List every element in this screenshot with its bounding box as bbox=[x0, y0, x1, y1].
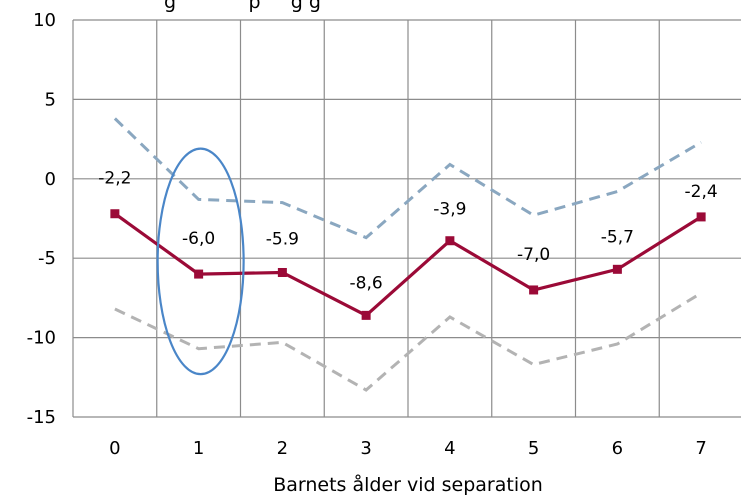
data-label: -5.9 bbox=[266, 229, 299, 249]
x-tick-label: 2 bbox=[277, 438, 288, 459]
data-label: -6,0 bbox=[182, 229, 215, 249]
data-label: -7,0 bbox=[517, 245, 550, 265]
y-tick-label: 0 bbox=[45, 169, 56, 190]
x-tick-label: 7 bbox=[695, 438, 706, 459]
data-point-marker bbox=[277, 267, 287, 277]
data-label: -3,9 bbox=[433, 200, 466, 220]
y-tick-label: -5 bbox=[38, 248, 56, 269]
data-point-marker bbox=[612, 264, 622, 274]
y-tick-labels: 10 5 0 -5 -10 -15 bbox=[27, 10, 56, 428]
y-tick-label: -10 bbox=[27, 328, 56, 349]
data-label: -8,6 bbox=[350, 273, 383, 293]
series-line-estimate bbox=[113, 212, 702, 318]
x-tick-label: 0 bbox=[109, 438, 120, 459]
data-point-marker bbox=[110, 209, 120, 219]
data-point-marker bbox=[361, 310, 371, 320]
data-label: -2,2 bbox=[98, 169, 131, 189]
highlight-ellipse bbox=[156, 147, 245, 376]
y-tick-label: 5 bbox=[45, 89, 56, 110]
chart-title-fragment: g p g g bbox=[164, 0, 321, 13]
x-tick-labels: 0 1 2 3 4 5 6 7 bbox=[109, 438, 707, 459]
y-tick-label: 10 bbox=[33, 10, 56, 31]
data-point-marker bbox=[194, 269, 204, 279]
x-tick-label: 1 bbox=[193, 438, 204, 459]
series-line-upper-bound bbox=[113, 117, 702, 240]
y-tick-label: -15 bbox=[27, 407, 56, 428]
data-labels: -2,2 -6,0 -5.9 -8,6 -3,9 -7,0 -5,7 -2,4 bbox=[98, 169, 717, 294]
data-label: -5,7 bbox=[601, 227, 634, 247]
x-axis-title: Barnets ålder vid separation bbox=[273, 473, 543, 496]
data-point-marker bbox=[696, 212, 706, 222]
data-point-marker bbox=[445, 236, 455, 246]
x-tick-label: 4 bbox=[444, 438, 455, 459]
x-tick-label: 3 bbox=[360, 438, 371, 459]
data-point-marker bbox=[529, 285, 539, 295]
x-tick-label: 6 bbox=[612, 438, 623, 459]
data-label: -2,4 bbox=[685, 182, 718, 202]
series-markers bbox=[110, 209, 706, 320]
annotations bbox=[156, 147, 245, 376]
series-line-lower-bound bbox=[114, 291, 702, 392]
series-lines bbox=[113, 117, 702, 392]
x-tick-label: 5 bbox=[528, 438, 539, 459]
plot-grid bbox=[72, 19, 741, 418]
